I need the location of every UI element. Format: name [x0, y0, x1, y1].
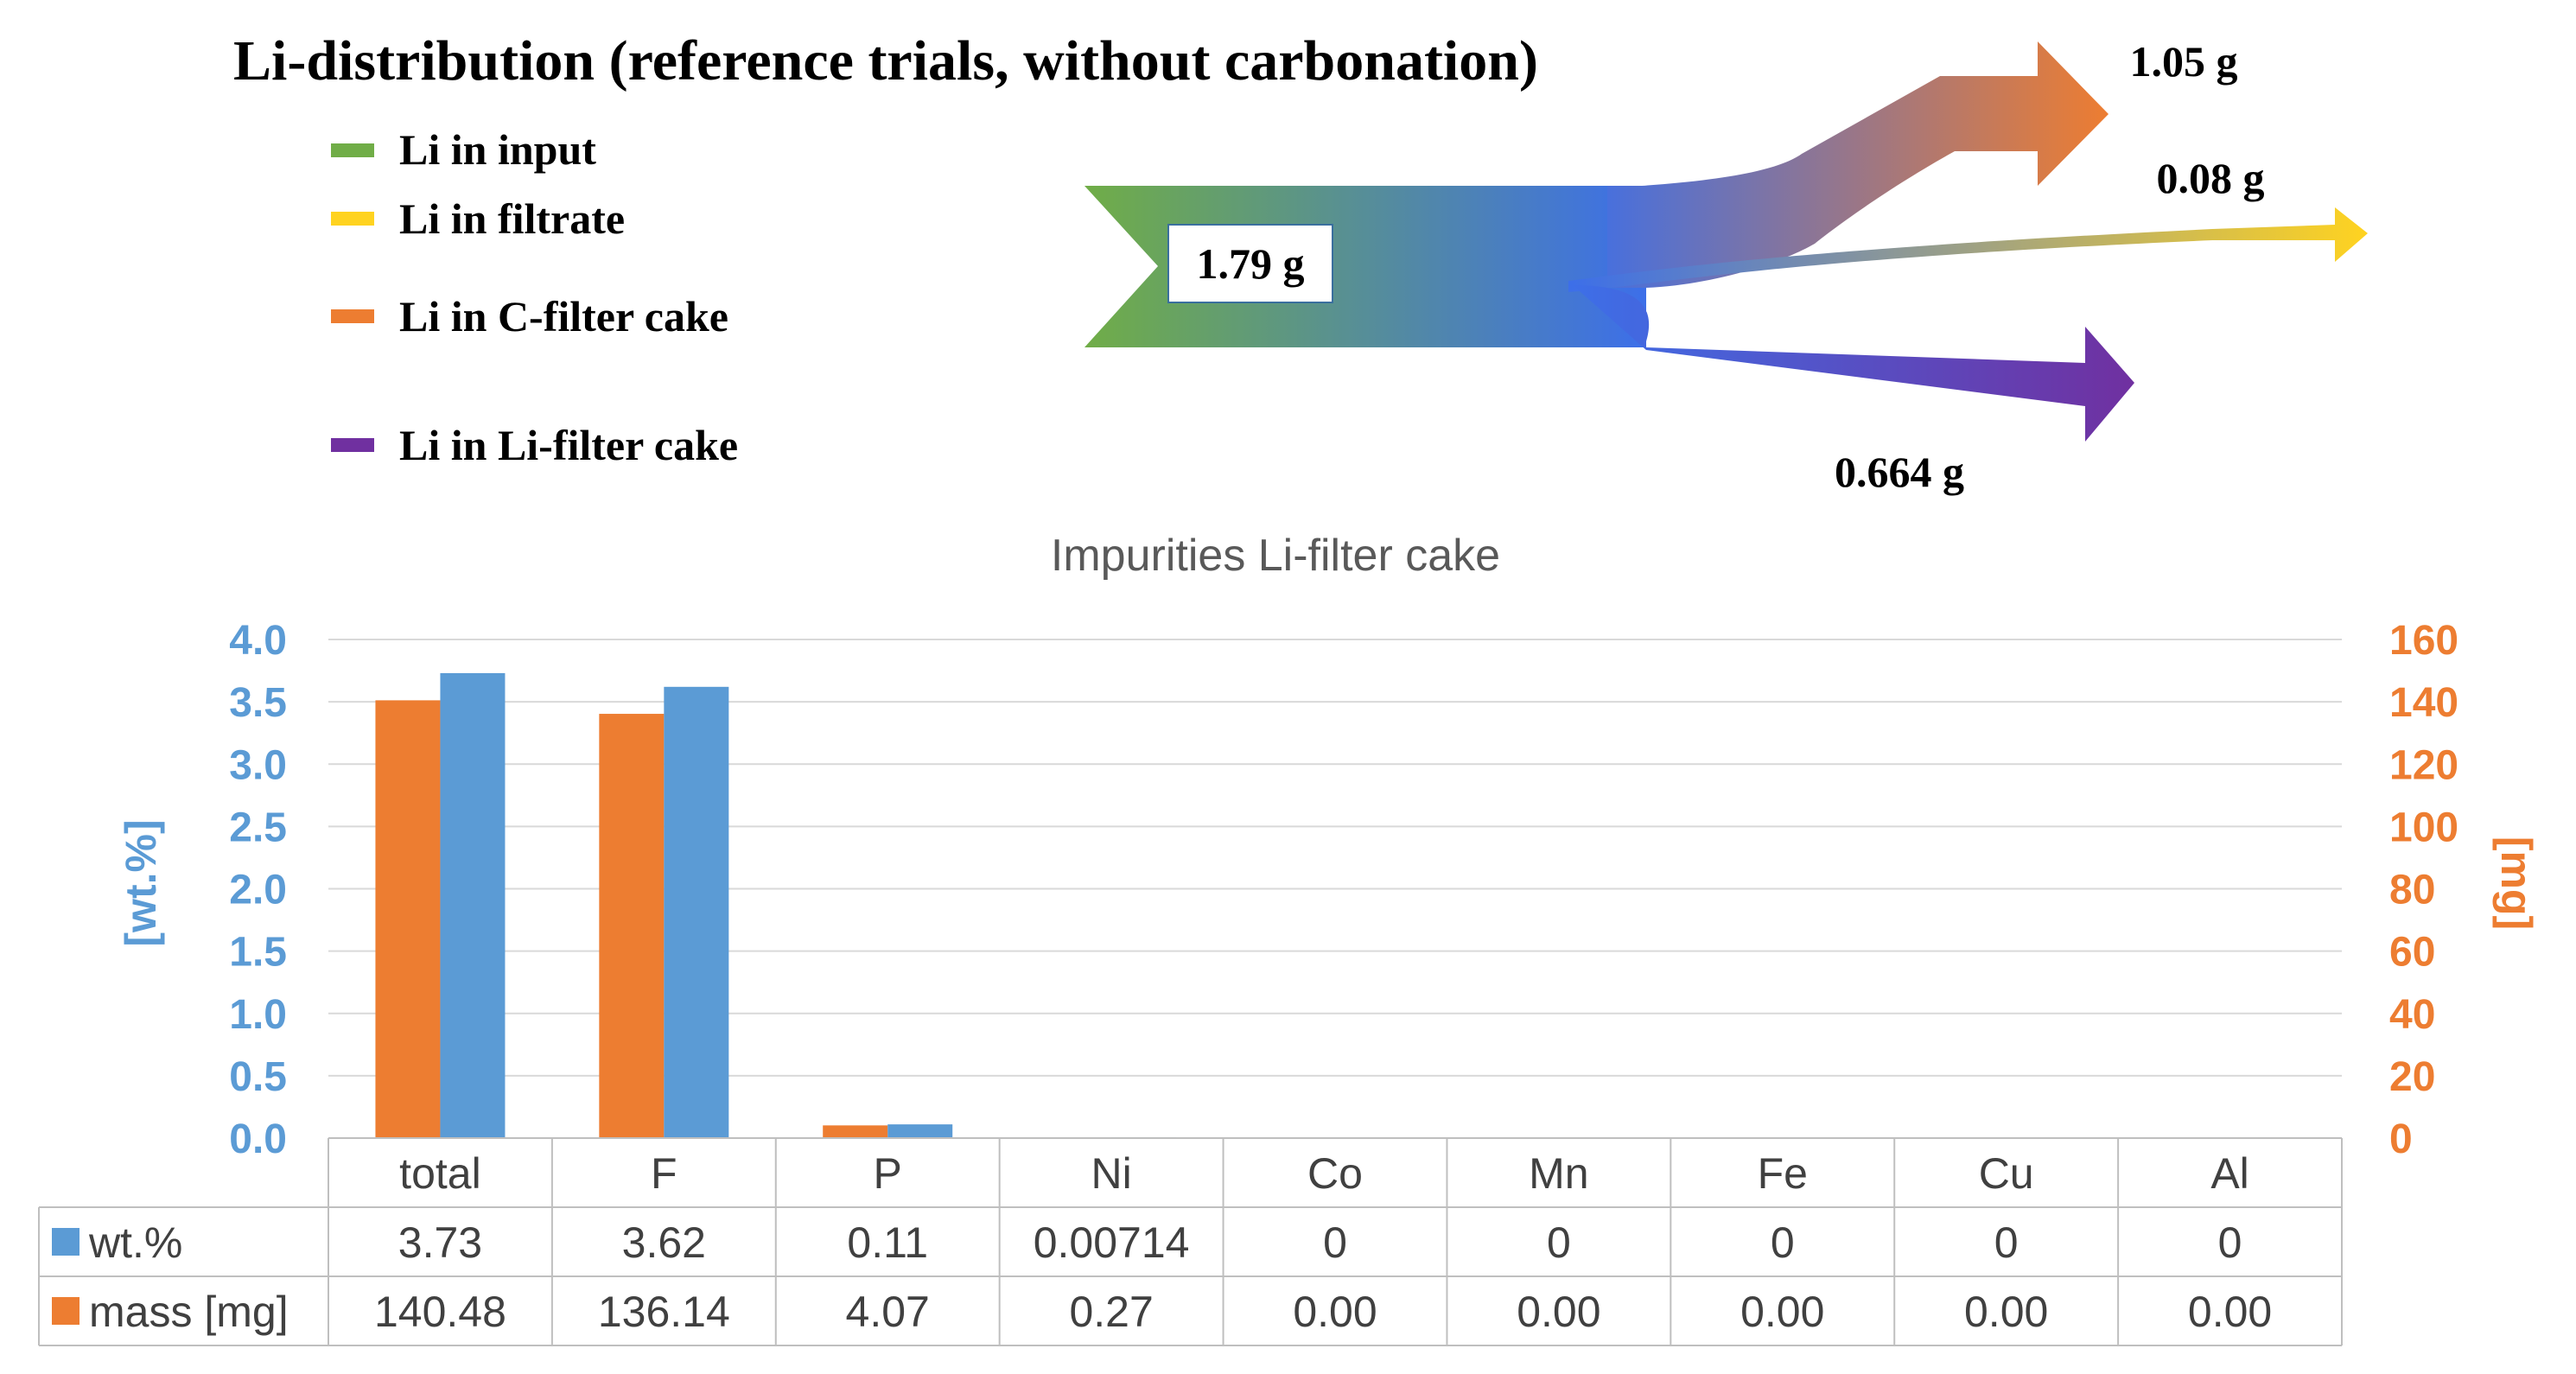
category-label: Mn [1529, 1149, 1588, 1198]
left-tick-label: 2.0 [229, 868, 287, 913]
category-label: Ni [1091, 1149, 1132, 1198]
table-cell-value: 0.27 [1069, 1288, 1153, 1336]
table-cell-value: 136.14 [598, 1288, 730, 1336]
legend-label-input: Li in input [399, 125, 596, 174]
table-cell-value: 0.00 [2188, 1288, 2272, 1336]
category-label: Co [1307, 1149, 1363, 1198]
filtrate-value-label: 0.08 g [2157, 154, 2265, 202]
right-tick-label: 160 [2389, 618, 2458, 664]
right-axis-ticks: 0 20 40 60 80 100 120 140 160 [2389, 618, 2458, 1162]
left-tick-label: 0.0 [229, 1116, 287, 1162]
table-cell-value: 0.00 [1293, 1288, 1377, 1336]
impurities-chart: Impurities Li-filter cake 0.0 0.5 1.0 1.5 2.… [38, 531, 2541, 1346]
right-tick-label: 40 [2389, 992, 2435, 1038]
data-table: total 3.73 140.48 F 3.62 136.14 P 0.11 4.07 Ni 0.0… [38, 1137, 2343, 1346]
right-tick-label: 80 [2389, 868, 2435, 913]
li-filter-cake-value-label: 0.664 g [1835, 448, 1964, 496]
table-cell-value: 0.00 [1740, 1288, 1824, 1336]
bar-wt-f [664, 686, 729, 1138]
right-tick-label: 140 [2389, 680, 2458, 726]
sankey-title: Li-distribution (reference trials, witho… [233, 29, 1538, 92]
table-cell-value: 3.73 [398, 1218, 482, 1267]
c-filter-cake-value-label: 1.05 g [2130, 37, 2238, 86]
category-label: total [399, 1149, 481, 1198]
left-tick-label: 3.0 [229, 742, 287, 788]
table-cell-value: 0 [1323, 1218, 1347, 1267]
table-series-name: wt.% [88, 1218, 182, 1267]
bar-mass-f [599, 714, 665, 1138]
left-axis-label: [wt.%] [117, 819, 165, 946]
table-legend-key [52, 1297, 80, 1325]
bar-wt-total [440, 672, 506, 1138]
bar-wt-p [887, 1124, 953, 1138]
chart-title: Impurities Li-filter cake [1051, 531, 1500, 581]
table-cell-value: 4.07 [846, 1288, 930, 1336]
sankey-diagram: 1.79 g 1.05 g 0.08 g 0.664 g [1084, 37, 2368, 496]
table-cell-value: 0 [1994, 1218, 2019, 1267]
right-tick-label: 60 [2389, 930, 2435, 976]
flow-filtrate [1568, 207, 2368, 292]
table-cell-value: 140.48 [374, 1288, 506, 1336]
bar-mass-p [823, 1125, 888, 1138]
bars [375, 672, 1177, 1138]
flow-c-filter-cake [1607, 41, 2109, 288]
left-tick-label: 1.0 [229, 992, 287, 1038]
legend-swatch-c-filter-cake [331, 309, 374, 323]
left-tick-label: 4.0 [229, 618, 287, 664]
left-tick-label: 0.5 [229, 1054, 287, 1100]
flow-li-filter-cake [1573, 285, 2134, 442]
table-cell-value: 3.62 [622, 1218, 706, 1267]
table-cell-value: 0.00 [1517, 1288, 1600, 1336]
category-label: Al [2210, 1149, 2248, 1198]
table-cell-value: 0 [1547, 1218, 1571, 1267]
legend-label-li-filter-cake: Li in Li-filter cake [399, 421, 738, 469]
right-tick-label: 100 [2389, 805, 2458, 850]
right-tick-label: 0 [2389, 1116, 2413, 1162]
category-label: F [651, 1149, 677, 1198]
right-axis-label: [mg] [2492, 836, 2541, 930]
legend-swatch-li-filter-cake [331, 438, 374, 452]
table-cell-value: 0 [1771, 1218, 1795, 1267]
table-legend-key [52, 1228, 80, 1256]
bar-mass-total [375, 700, 441, 1138]
legend-label-c-filter-cake: Li in C-filter cake [399, 292, 728, 340]
legend-swatch-filtrate [331, 212, 374, 226]
left-tick-label: 3.5 [229, 680, 287, 726]
sankey-legend: Li in input Li in filtrate Li in C-filte… [331, 125, 738, 469]
legend-label-filtrate: Li in filtrate [399, 194, 625, 243]
left-tick-label: 1.5 [229, 930, 287, 976]
table-cell-value: 0.11 [847, 1218, 928, 1267]
legend-swatch-input [331, 143, 374, 157]
right-tick-label: 20 [2389, 1054, 2435, 1100]
input-value-box [1167, 224, 1333, 303]
table-cell-value: 0.00 [1964, 1288, 2048, 1336]
input-value-label: 1.79 g [1197, 239, 1305, 288]
table-cell-value: 0 [2218, 1218, 2242, 1267]
category-label: P [874, 1149, 902, 1198]
right-tick-label: 120 [2389, 742, 2458, 788]
category-label: Cu [1979, 1149, 2034, 1198]
table-series-name: mass [mg] [89, 1288, 289, 1336]
left-axis-ticks: 0.0 0.5 1.0 1.5 2.0 2.5 3.0 3.5 4.0 [229, 618, 287, 1162]
category-label: Fe [1758, 1149, 1808, 1198]
table-cell-value: 0.00714 [1034, 1218, 1190, 1267]
left-tick-label: 2.5 [229, 805, 287, 850]
